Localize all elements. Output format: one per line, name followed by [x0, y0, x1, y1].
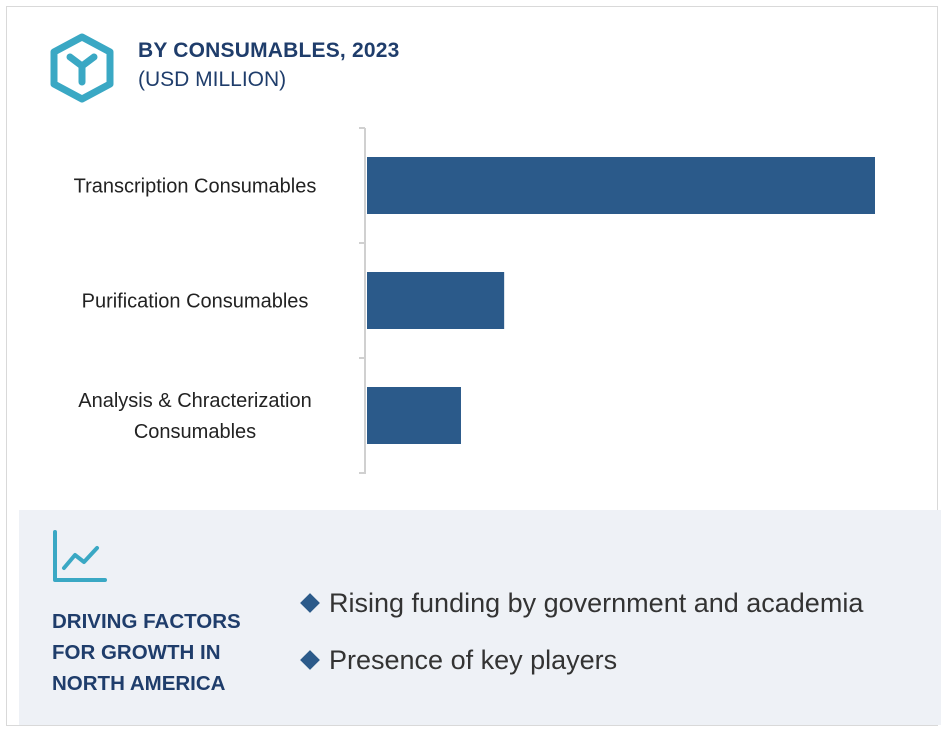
- category-label: Purification Consumables: [82, 291, 309, 313]
- factor-item: Rising funding by government and academi…: [297, 586, 863, 620]
- bar: [367, 387, 461, 444]
- bar-chart: Transcription Consumables Purification Co…: [74, 127, 875, 474]
- chart-title: BY CONSUMABLES, 2023: [138, 39, 400, 62]
- factor-text: Presence of key players: [329, 644, 618, 675]
- category-label: Analysis & Chracterization Consumables: [78, 390, 311, 443]
- category-label-line: Purification Consumables: [82, 291, 309, 313]
- chart-subtitle: (USD MILLION): [138, 68, 287, 91]
- diamond-bullet-icon: [300, 650, 320, 670]
- cube-icon: [50, 33, 114, 103]
- driving-factors-title-line: FOR GROWTH IN: [52, 641, 221, 664]
- category-label-line: Transcription Consumables: [74, 176, 317, 198]
- driving-factors-title-line: DRIVING FACTORS: [52, 610, 241, 633]
- driving-factors-title: DRIVING FACTORS FOR GROWTH IN NORTH AMER…: [52, 606, 282, 699]
- driving-factors-panel: DRIVING FACTORS FOR GROWTH IN NORTH AMER…: [19, 510, 941, 725]
- category-label-line: Analysis & Chracterization: [78, 390, 311, 412]
- factor-item: Presence of key players: [297, 643, 863, 677]
- category-label: Transcription Consumables: [74, 176, 317, 198]
- driving-factors-list: Rising funding by government and academi…: [297, 586, 863, 700]
- bar: [367, 157, 875, 214]
- bar: [367, 272, 505, 329]
- line-chart-icon: [53, 530, 107, 582]
- chart-card: BY CONSUMABLES, 2023 (USD MILLION) Trans…: [6, 6, 941, 726]
- diamond-bullet-icon: [300, 593, 320, 613]
- driving-factors-title-line: NORTH AMERICA: [52, 672, 226, 695]
- factor-text: Rising funding by government and academi…: [329, 587, 864, 618]
- category-label-line: Consumables: [134, 421, 256, 443]
